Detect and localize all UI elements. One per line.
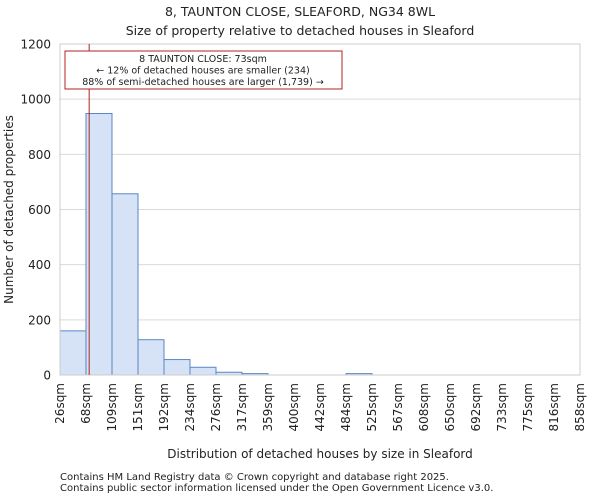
chart-subtitle: Size of property relative to detached ho… (125, 23, 475, 38)
x-tick-label: 359sqm (261, 383, 275, 431)
y-tick-label: 1200 (20, 38, 51, 52)
y-tick-label: 800 (28, 148, 51, 162)
histogram-bar (189, 366, 217, 376)
x-tick-label: 567sqm (391, 383, 405, 431)
histogram-bar (137, 339, 165, 376)
x-tick-label: 151sqm (131, 383, 145, 431)
x-tick-label: 276sqm (209, 383, 223, 431)
y-tick-label: 1000 (20, 93, 51, 107)
y-tick-labels: 0 200 400 600 800 1000 1200 (20, 38, 51, 383)
x-tick-label: 650sqm (443, 383, 457, 431)
footer-line-1: Contains HM Land Registry data © Crown c… (60, 472, 449, 483)
footer-line-2: Contains public sector information licen… (60, 483, 494, 494)
x-tick-label: 192sqm (157, 383, 171, 431)
chart-title-block: 8, TAUNTON CLOSE, SLEAFORD, NG34 8WL Siz… (0, 2, 600, 40)
x-axis-label: Distribution of detached houses by size … (167, 447, 473, 461)
x-tick-label: 317sqm (235, 383, 249, 431)
y-tick-label: 400 (28, 258, 51, 272)
annotation-line-3: 88% of semi-detached houses are larger (… (82, 77, 324, 88)
y-tick-label: 200 (28, 313, 51, 327)
x-tick-label: 816sqm (547, 383, 561, 431)
histogram-chart: 0 200 400 600 800 1000 1200 26sqm 68sqm 109sqm 15… (2, 38, 587, 462)
x-tick-label: 26sqm (53, 383, 67, 424)
x-tick-labels: 26sqm 68sqm 109sqm 151sqm 192sqm 234sqm 276sqm… (53, 383, 587, 431)
x-tick-label: 608sqm (417, 383, 431, 431)
histogram-bar (111, 193, 139, 376)
histogram-bar (59, 330, 87, 376)
x-tick-label: 858sqm (573, 383, 587, 431)
x-tick-label: 775sqm (521, 383, 535, 431)
x-tick-label: 234sqm (183, 383, 197, 431)
x-tick-label: 400sqm (287, 383, 301, 431)
x-tick-label: 525sqm (365, 383, 379, 431)
plot-frame (59, 43, 581, 376)
annotation-box: 8 TAUNTON CLOSE: 73sqm ← 12% of detached… (64, 50, 343, 90)
x-tick-label: 68sqm (79, 383, 93, 424)
chart-title: 8, TAUNTON CLOSE, SLEAFORD, NG34 8WL (164, 4, 436, 19)
footer: Contains HM Land Registry data © Crown c… (60, 472, 493, 494)
x-tick-label: 733sqm (495, 383, 509, 431)
bars-group (59, 113, 373, 376)
x-tick-label: 484sqm (339, 383, 353, 431)
histogram-bar (163, 359, 191, 376)
x-tick-label: 442sqm (313, 383, 327, 431)
annotation-frame (64, 50, 343, 90)
y-axis-label: Number of detached properties (2, 115, 16, 304)
annotation-line-1: 8 TAUNTON CLOSE: 73sqm (139, 54, 267, 65)
histogram-bar (85, 113, 113, 376)
annotation-line-2: ← 12% of detached houses are smaller (23… (96, 66, 309, 77)
x-tick-label: 692sqm (469, 383, 483, 431)
x-tick-label: 109sqm (105, 383, 119, 431)
y-tick-label: 600 (28, 203, 51, 217)
y-tick-label: 0 (43, 369, 51, 383)
